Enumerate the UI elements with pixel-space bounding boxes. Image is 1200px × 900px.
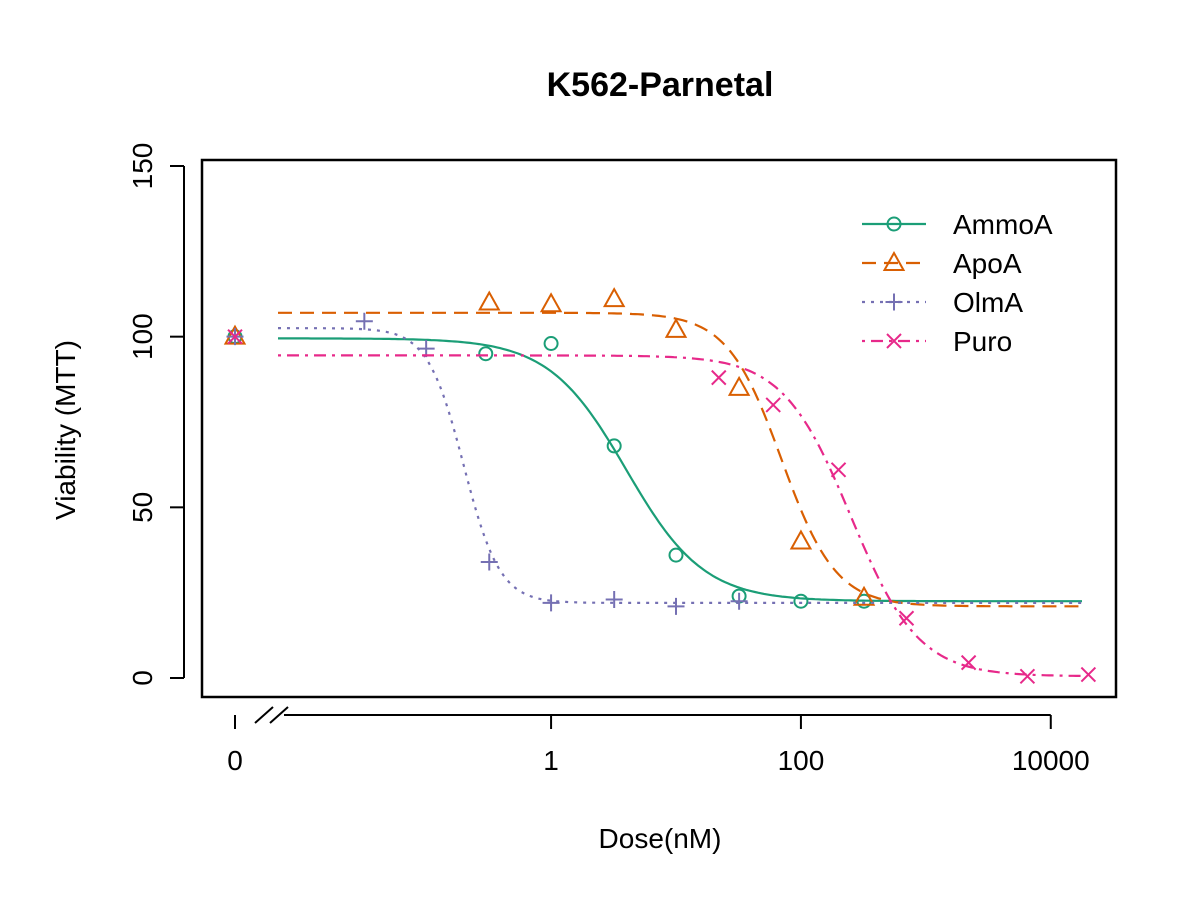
x-axis: 0 1 100 10000: [227, 706, 1090, 776]
legend-item-ammoa: AmmoA: [862, 209, 1053, 240]
series-ammoa: [227, 329, 1082, 609]
legend-marker: [882, 250, 906, 271]
data-point-ammoa: [606, 438, 622, 454]
data-point-puro: [227, 328, 243, 345]
data-point-olma: [730, 592, 748, 610]
fit-line-puro: [278, 354, 1082, 677]
data-point-apoa: [727, 375, 751, 396]
legend-label: OlmA: [953, 287, 1023, 318]
data-point-ammoa: [668, 547, 684, 563]
data-point-ammoa: [793, 593, 809, 609]
y-tick-label: 50: [127, 492, 158, 523]
legend-item-apoa: ApoA: [862, 248, 1022, 279]
data-point-puro: [1019, 668, 1036, 685]
legend-marker: [886, 216, 902, 232]
legend-label: ApoA: [953, 248, 1022, 279]
data-point-apoa: [539, 292, 563, 313]
data-point-puro: [830, 462, 847, 478]
legend-item-puro: Puro: [862, 326, 1012, 357]
y-axis: 0 50 100 150: [127, 143, 185, 686]
data-point-puro: [1080, 666, 1097, 683]
y-axis-label: Viability (MTT): [50, 340, 81, 520]
data-point-apoa: [852, 585, 876, 606]
data-point-puro: [765, 397, 781, 413]
data-point-apoa: [664, 317, 688, 338]
x-axis-break: [254, 706, 289, 724]
fit-line-olma: [278, 327, 1082, 604]
legend-label: Puro: [953, 326, 1012, 357]
series-layer: [223, 287, 1097, 685]
x-axis-label: Dose(nM): [599, 823, 722, 854]
x-tick-label: 0: [227, 745, 243, 776]
legend: AmmoA ApoA OlmA Puro: [862, 209, 1053, 357]
series-olma: [226, 312, 1082, 615]
data-point-puro: [960, 654, 977, 671]
y-tick-label: 0: [127, 670, 158, 686]
y-tick-label: 100: [127, 313, 158, 360]
x-tick-label: 1: [543, 745, 559, 776]
plot-frame: [200, 158, 1118, 699]
data-point-apoa: [789, 529, 813, 550]
data-point-ammoa: [478, 346, 494, 362]
data-point-olma: [542, 594, 560, 612]
data-point-apoa: [602, 287, 626, 308]
series-puro: [227, 328, 1097, 685]
data-point-olma: [355, 312, 373, 330]
fit-line-ammoa: [278, 337, 1082, 603]
data-point-olma: [667, 597, 685, 615]
x-tick-label: 100: [778, 745, 825, 776]
data-point-ammoa: [543, 335, 559, 351]
data-point-puro: [898, 610, 915, 626]
legend-marker: [885, 293, 903, 311]
data-point-olma: [480, 553, 498, 571]
data-point-puro: [711, 369, 727, 386]
x-tick-label: 10000: [1012, 745, 1090, 776]
legend-item-olma: OlmA: [862, 287, 1023, 318]
chart-title: K562-Parnetal: [547, 66, 774, 104]
data-point-olma: [417, 340, 435, 358]
y-tick-label: 150: [127, 143, 158, 190]
data-point-apoa: [478, 290, 501, 311]
legend-label: AmmoA: [953, 209, 1053, 240]
fit-line-apoa: [278, 311, 1082, 608]
legend-marker: [886, 333, 902, 349]
data-point-olma: [605, 590, 623, 608]
